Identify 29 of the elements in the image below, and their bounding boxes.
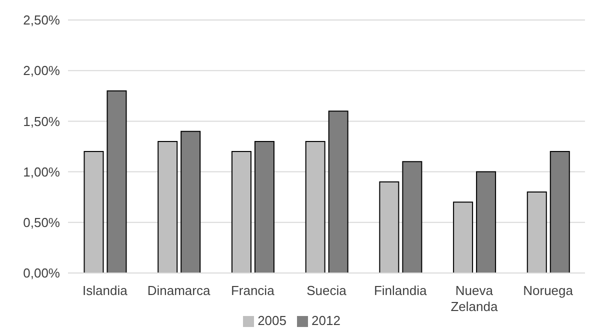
bar bbox=[550, 151, 570, 273]
bar bbox=[402, 161, 422, 273]
y-tick-label: 2,00% bbox=[23, 63, 60, 78]
x-tick-label: Noruega bbox=[523, 283, 574, 298]
x-tick-label: Suecia bbox=[306, 283, 348, 298]
bar bbox=[231, 151, 252, 273]
bar bbox=[158, 140, 178, 273]
y-tick-label: 1,00% bbox=[23, 164, 60, 180]
bar bbox=[476, 171, 496, 273]
x-tick-label: Francia bbox=[230, 283, 276, 298]
bar bbox=[379, 181, 400, 273]
legend-label: 2005 bbox=[258, 313, 286, 328]
x-tick-label: Islandia bbox=[82, 283, 128, 298]
y-tick-label: 2,50% bbox=[23, 12, 60, 28]
x-tick-label: Dinamarca bbox=[147, 283, 211, 298]
bar bbox=[254, 140, 274, 273]
y-tick-label: 1,50% bbox=[23, 114, 60, 129]
bar bbox=[526, 192, 547, 273]
bar bbox=[106, 90, 127, 273]
y-tick-label: 0,00% bbox=[23, 266, 60, 281]
bar bbox=[328, 110, 348, 273]
bar bbox=[180, 130, 201, 273]
y-tick-label: 0,50% bbox=[23, 215, 60, 230]
bar bbox=[305, 140, 326, 273]
legend-label: 2012 bbox=[312, 313, 340, 328]
x-tick-label: Finlandia bbox=[374, 283, 428, 298]
bar bbox=[84, 151, 104, 273]
bar bbox=[453, 202, 474, 273]
x-tick-label: Nueva Zelanda bbox=[450, 283, 498, 314]
